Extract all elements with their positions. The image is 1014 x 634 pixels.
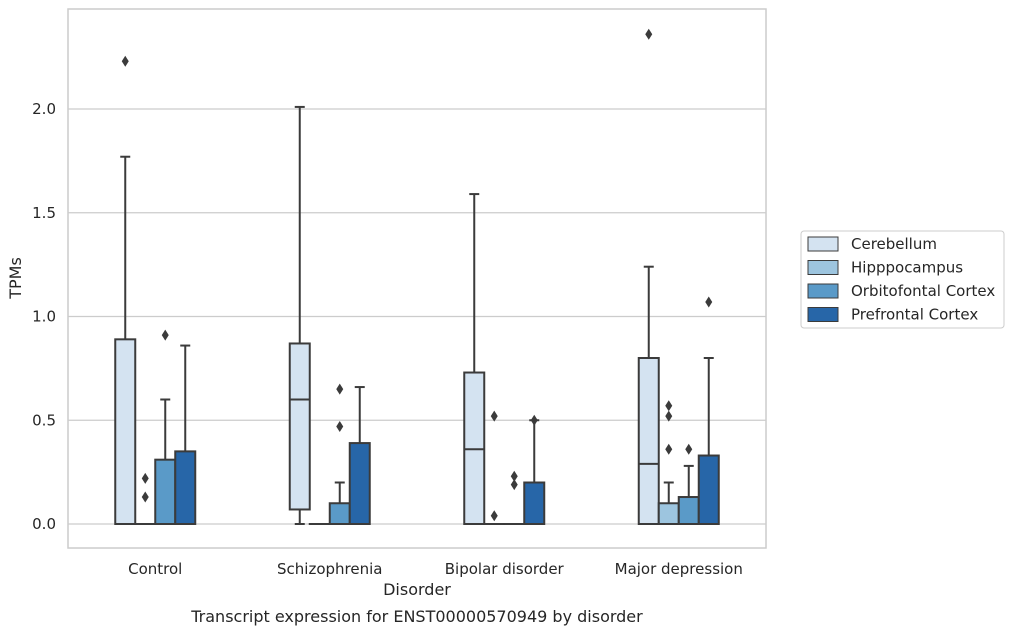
outlier-point — [490, 410, 498, 422]
plot-frame — [67, 8, 767, 549]
legend-label: Hipppocampus — [851, 259, 963, 277]
outlier-point — [705, 296, 713, 308]
outlier-point — [665, 443, 673, 455]
box-control-orbitofontal-cortex — [154, 329, 177, 525]
y-axis-ticks: 0.0 0.5 1.0 1.5 2.0 — [32, 100, 56, 533]
outlier-point — [336, 420, 344, 432]
legend-swatch — [807, 283, 839, 299]
legend: Cerebellum Hipppocampus Orbitofontal Corte… — [800, 230, 1005, 329]
box-schizophrenia-orbitofontal-cortex — [328, 383, 351, 525]
outlier-point — [530, 414, 538, 426]
box-major-depression-hipppocampus — [657, 400, 680, 525]
x-tick-label-schizophrenia: Schizophrenia — [277, 560, 382, 578]
box-body — [523, 481, 546, 525]
box-body — [174, 450, 197, 525]
y-tick-label: 1.0 — [32, 308, 56, 326]
box-schizophrenia-cerebellum — [288, 105, 311, 525]
box-body — [697, 454, 720, 525]
legend-item-orbitofontal-cortex: Orbitofontal Cortex — [807, 282, 995, 300]
legend-swatch — [807, 236, 839, 252]
legend-swatch — [807, 260, 839, 275]
outlier-point — [685, 443, 693, 455]
outlier-point — [141, 472, 149, 484]
box-body — [328, 502, 351, 525]
outlier-point — [510, 470, 518, 482]
outlier-point — [665, 400, 673, 412]
box-body — [677, 496, 700, 525]
box-body — [463, 371, 486, 525]
outlier-point — [665, 410, 673, 422]
box-body — [114, 338, 137, 526]
box-bipolar-disorder-orbitofontal-cortex — [503, 470, 526, 526]
legend-swatch — [807, 307, 839, 322]
legend-label: Cerebellum — [851, 235, 937, 253]
box-bipolar-disorder-prefrontal-cortex — [523, 414, 546, 525]
outlier-point — [141, 491, 149, 503]
legend-item-hipppocampus: Hipppocampus — [807, 259, 963, 277]
legend-item-cerebellum: Cerebellum — [807, 235, 937, 253]
x-tick-label-major-depression: Major depression — [615, 560, 743, 578]
box-schizophrenia-prefrontal-cortex — [348, 386, 371, 526]
boxes-layer — [114, 28, 720, 526]
outlier-point — [490, 510, 498, 522]
box-body — [288, 342, 311, 511]
figure-caption: Transcript expression for ENST0000057094… — [190, 607, 643, 626]
y-tick-label: 2.0 — [32, 100, 56, 118]
box-control-prefrontal-cortex — [174, 344, 197, 525]
box-bipolar-disorder-cerebellum — [463, 193, 486, 525]
legend-label: Prefrontal Cortex — [851, 306, 978, 324]
legend-item-prefrontal-cortex: Prefrontal Cortex — [807, 306, 978, 324]
box-body — [348, 442, 371, 526]
box-major-depression-prefrontal-cortex — [697, 296, 720, 525]
box-body — [637, 357, 660, 525]
legend-label: Orbitofontal Cortex — [851, 282, 995, 300]
y-tick-label: 0.0 — [32, 515, 56, 533]
outlier-point — [510, 479, 518, 491]
box-major-depression-cerebellum — [637, 28, 660, 525]
x-tick-label-bipolar-disorder: Bipolar disorder — [445, 560, 565, 578]
box-body — [154, 458, 177, 525]
box-control-cerebellum — [114, 55, 137, 526]
outlier-point — [336, 383, 344, 395]
y-tick-label: 1.5 — [32, 204, 56, 222]
y-axis-title: TPMs — [6, 257, 25, 300]
box-body — [657, 502, 680, 525]
x-axis-ticks: Control Schizophrenia Bipolar disorder Majo… — [128, 560, 743, 578]
box-major-depression-orbitofontal-cortex — [677, 443, 700, 525]
legend-frame — [800, 230, 1005, 329]
outlier-point — [121, 55, 129, 67]
outlier-point — [645, 28, 653, 40]
x-tick-label-control: Control — [128, 560, 182, 578]
y-tick-label: 0.5 — [32, 411, 56, 429]
x-axis-title: Disorder — [383, 580, 451, 599]
outlier-point — [161, 329, 169, 341]
